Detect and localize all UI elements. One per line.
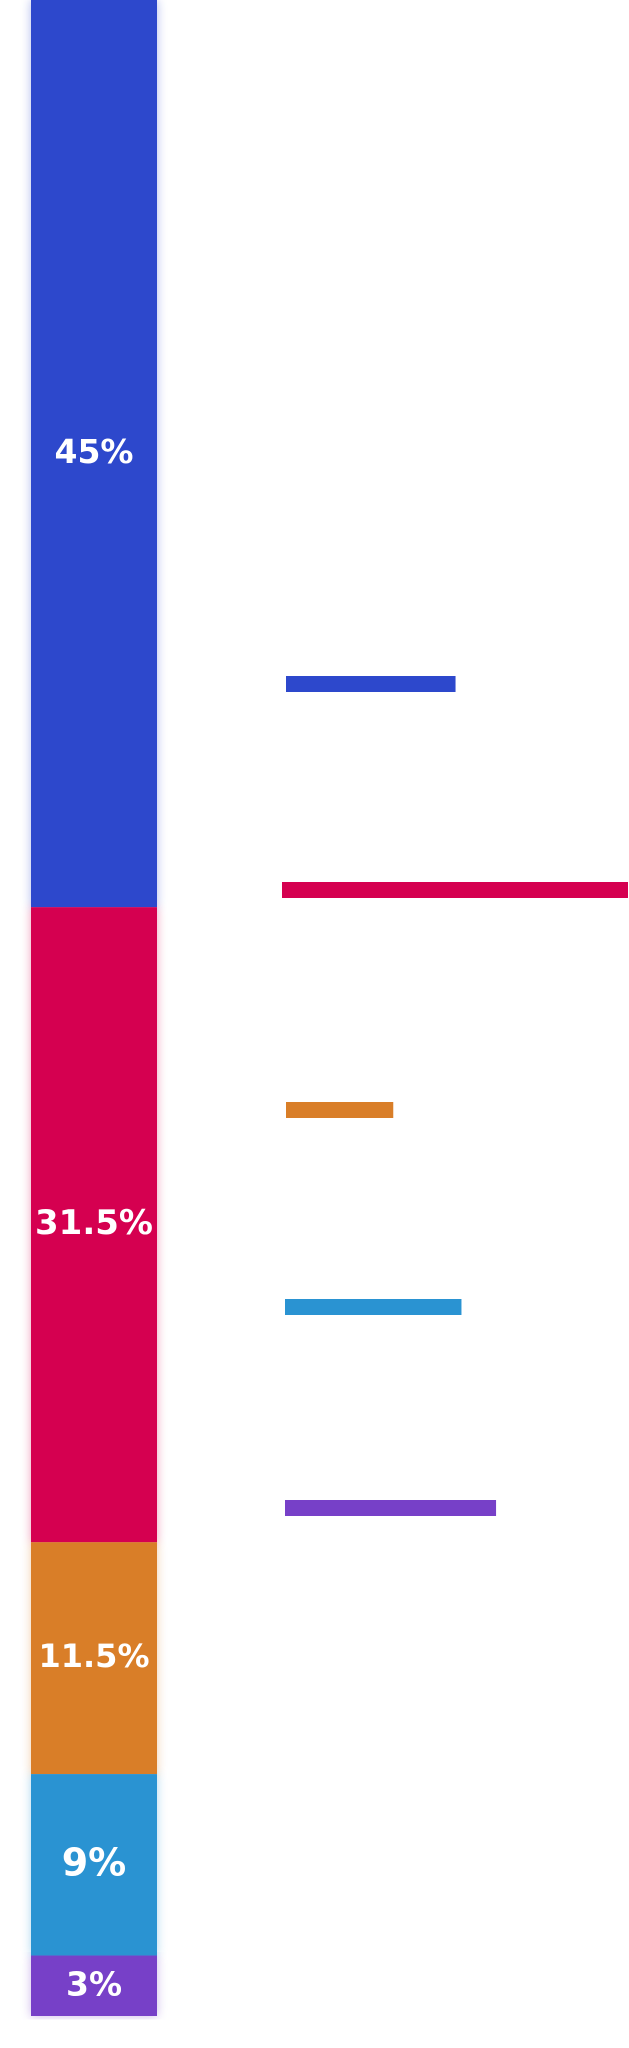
marker-line-1	[286, 676, 456, 692]
segment-1	[31, 0, 157, 908]
marker-line-5	[285, 1500, 497, 1516]
segment-label-4: 9%	[62, 1840, 127, 1884]
side-marker-lines	[282, 676, 628, 1516]
stacked-segments	[31, 0, 157, 2016]
segment-label-5: 3%	[66, 1964, 122, 2003]
segment-3	[31, 1542, 157, 1775]
marker-line-3	[286, 1102, 394, 1118]
segment-label-3: 11.5%	[38, 1637, 149, 1675]
segment-2	[31, 907, 157, 1543]
segment-4	[31, 1774, 157, 1956]
segment-label-1: 45%	[55, 432, 134, 471]
segment-label-2: 31.5%	[35, 1203, 153, 1243]
marker-line-4	[285, 1299, 462, 1315]
marker-line-2	[282, 882, 628, 898]
segment-labels: 45% 31.5% 11.5% 9% 3%	[35, 432, 153, 2003]
segment-5	[31, 1955, 157, 2016]
